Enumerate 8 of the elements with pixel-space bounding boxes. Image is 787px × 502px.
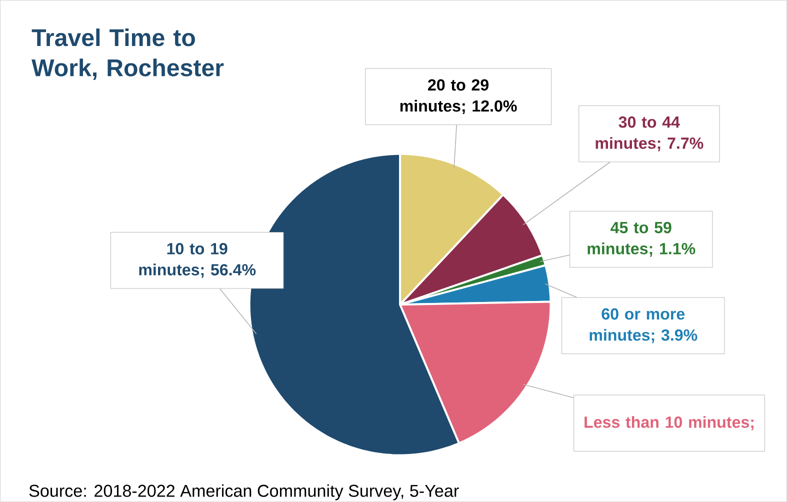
data-label: Less than 10 minutes;: [584, 416, 754, 430]
data-label: 20 to 29 minutes; 12.0%: [400, 79, 517, 114]
data-label: 45 to 59 minutes; 1.1%: [588, 222, 696, 257]
data-label: 10 to 19 minutes; 56.4%: [139, 243, 256, 278]
data-label: 60 or more minutes; 3.9%: [590, 308, 698, 344]
source-note: Source: 2018-2022 American Community Survey, 5-Year: [29, 484, 459, 500]
chart-title: Travel Time to Work, Rochester: [32, 28, 224, 80]
data-label: 30 to 44 minutes; 7.7%: [596, 116, 704, 152]
